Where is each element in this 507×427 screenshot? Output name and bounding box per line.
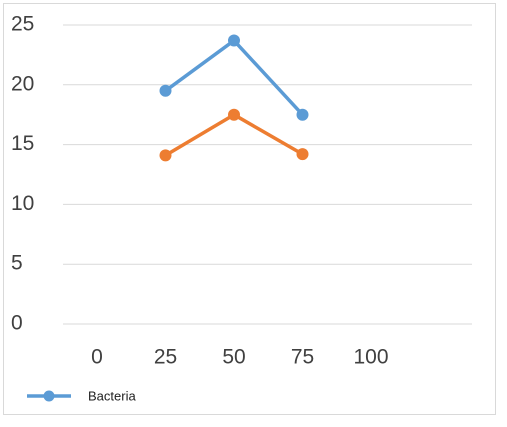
series-lines	[160, 35, 309, 162]
x-tick-label: 75	[291, 346, 314, 369]
y-tick-label: 25	[11, 13, 34, 36]
y-tick-label: 10	[11, 192, 34, 215]
x-tick-label: 100	[353, 346, 388, 369]
y-tick-label: 5	[11, 252, 23, 275]
x-tick-label: 0	[91, 346, 103, 369]
y-tick-label: 20	[11, 72, 34, 95]
y-tick-label: 0	[11, 312, 23, 335]
legend: Bacteria	[27, 388, 136, 403]
data-point-marker	[160, 149, 172, 161]
data-point-marker	[297, 109, 309, 121]
y-tick-label: 15	[11, 132, 34, 155]
series-bacteria	[160, 35, 309, 121]
x-axis-tick-labels: 0 25 50 75 100	[91, 346, 388, 369]
y-axis-tick-labels: 0 5 10 15 20 25	[11, 13, 34, 335]
series-unnamed-1	[160, 109, 309, 162]
data-point-marker	[228, 35, 240, 47]
data-point-marker	[160, 85, 172, 97]
series-line	[166, 115, 303, 156]
x-tick-label: 50	[222, 346, 245, 369]
x-tick-label: 25	[154, 346, 177, 369]
legend-swatch-marker	[44, 391, 55, 402]
data-point-marker	[228, 109, 240, 121]
legend-label-bacteria: Bacteria	[88, 388, 136, 403]
series-line	[166, 41, 303, 115]
gridlines	[63, 25, 472, 324]
data-point-marker	[297, 148, 309, 160]
